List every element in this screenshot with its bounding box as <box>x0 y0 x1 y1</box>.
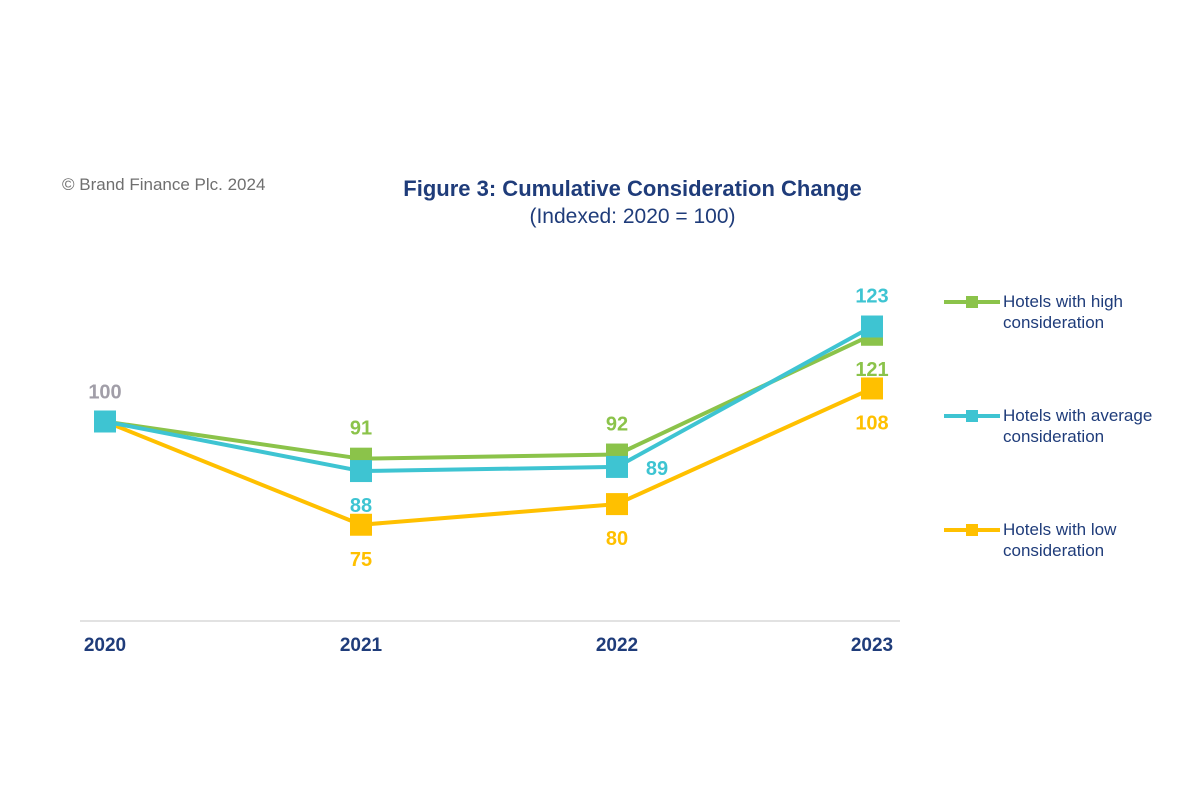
data-point <box>350 460 372 483</box>
legend-item: Hotels with high consideration <box>944 291 1194 335</box>
x-tick-label: 2020 <box>84 635 126 656</box>
x-tick-label: 2023 <box>851 635 893 656</box>
data-point <box>350 513 372 536</box>
data-label: 89 <box>646 458 668 480</box>
chart-title: Figure 3: Cumulative Consideration Chang… <box>403 176 862 201</box>
data-point <box>861 315 883 338</box>
data-label: 108 <box>855 412 888 434</box>
data-point <box>606 493 628 516</box>
x-tick-label: 2022 <box>596 635 638 656</box>
data-label: 80 <box>606 528 628 550</box>
legend-label-line: consideration <box>1003 541 1105 560</box>
series-line <box>104 324 873 474</box>
data-label: 88 <box>350 495 372 517</box>
data-point <box>606 455 628 478</box>
data-point <box>94 410 116 433</box>
legend-square-marker <box>966 410 978 422</box>
chart-subtitle: (Indexed: 2020 = 100) <box>529 205 736 228</box>
data-label: 91 <box>350 418 372 440</box>
copyright-notice: © Brand Finance Plc. 2024 <box>62 175 266 194</box>
start-data-label: 100 <box>88 382 121 404</box>
data-label: 121 <box>855 359 888 381</box>
legend-square-marker <box>966 296 978 308</box>
legend-label-line: consideration <box>1003 427 1105 446</box>
x-tick-label: 2021 <box>340 635 383 656</box>
data-label: 123 <box>855 286 888 308</box>
legend-item: Hotels with low consideration <box>944 519 1194 563</box>
data-label: 92 <box>606 414 628 436</box>
legend-label: Hotels with low consideration <box>1003 519 1193 561</box>
legend-label: Hotels with average consideration <box>1003 405 1193 447</box>
legend-label: Hotels with high consideration <box>1003 291 1193 333</box>
legend-label-line: Hotels with average <box>1003 406 1153 425</box>
legend-label-line: Hotels with high <box>1003 292 1124 311</box>
legend-label-line: consideration <box>1003 313 1105 332</box>
legend-item: Hotels with average consideration <box>944 405 1194 449</box>
legend-label-line: Hotels with low <box>1003 520 1117 539</box>
legend-square-marker <box>966 524 978 536</box>
data-point <box>861 377 883 400</box>
data-label: 75 <box>350 549 372 571</box>
series-line <box>104 386 873 527</box>
